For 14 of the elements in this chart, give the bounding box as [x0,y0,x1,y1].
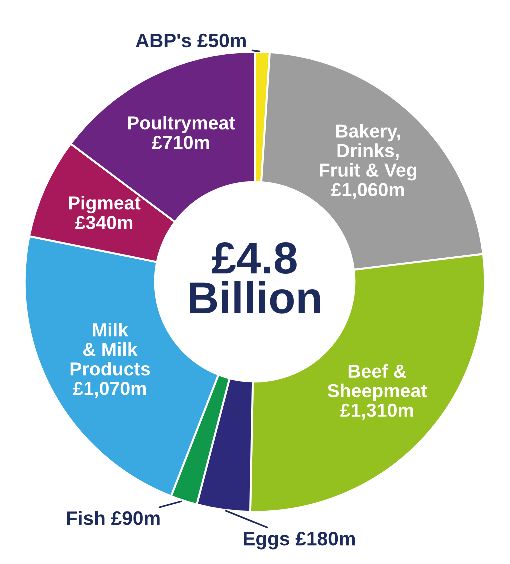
slice-label: Eggs £180m [244,532,355,550]
slice-label: Fish £90m [67,511,160,526]
text: £4.8 Billion [190,242,320,314]
slice-label: Poultrymeat [128,116,236,134]
data-label: £1,310m [340,404,414,420]
data-label: £1,070m [73,382,146,398]
slice-label: Beef & Sheepmeat [328,364,428,402]
slice-label: Bakery, Drinks, Fruit & Veg [320,124,417,181]
slice-label: ABP's £50m [136,34,246,48]
slice-label: Pigmeat [69,196,141,214]
slice-label: Milk & Milk Products [70,323,150,376]
data-label: £710m [152,136,210,150]
data-label: £340m [76,216,133,230]
data-label: £1,060m [332,183,404,200]
